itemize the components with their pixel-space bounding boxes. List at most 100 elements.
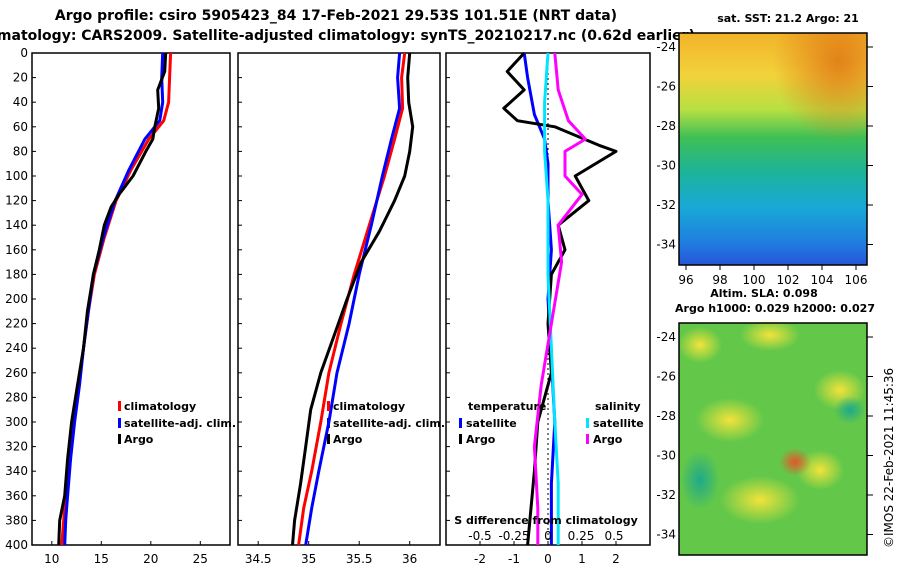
x-tick-label: -1: [508, 552, 520, 566]
sst-map-frame: [678, 32, 868, 266]
series-line-satellite-adj-clim-: [304, 52, 402, 546]
lat-tick-label: -24: [656, 330, 676, 344]
lat-tick-label: -34: [656, 238, 676, 252]
temperature-legend: climatology satellite-adj. clim. Argo: [118, 400, 236, 446]
s-tick: 0: [544, 529, 552, 543]
sla-blob: [678, 327, 722, 363]
x-tick-label: 1: [578, 552, 586, 566]
legend-climatology-swatch: [118, 401, 121, 411]
x-tick-label: 35.5: [346, 552, 373, 566]
legend-t-argo: Argo: [466, 433, 496, 446]
lon-tick-label: 106: [845, 273, 868, 287]
depth-tick-label: 120: [5, 194, 28, 208]
sla-map-subtitle: Argo h1000: 0.029 h2000: 0.027: [675, 302, 875, 315]
legend-s-satellite: satellite: [593, 417, 644, 430]
legend-t-argo-swatch: [459, 434, 462, 444]
x-tick-label: 10: [44, 552, 59, 566]
depth-tick-label: 320: [5, 440, 28, 454]
legend-s-argo: Argo: [593, 433, 623, 446]
series-line-s-argo: [532, 52, 587, 545]
legend-satellite-swatch: [118, 418, 121, 428]
s-difference-ticks: -0.5 -0.25 0 0.25 0.5: [468, 529, 623, 543]
map-lon-ticks: 96 98 100 102 104 106: [678, 265, 867, 287]
x-tick-label: 2: [612, 552, 620, 566]
sst-warm-patch: [679, 33, 867, 265]
credit-text: ©IMOS 22-Feb-2021 11:45:36: [882, 368, 896, 548]
series-line-argo: [57, 52, 168, 546]
legend-satellite-swatch: [327, 418, 330, 428]
lat-tick-label: -30: [656, 159, 676, 173]
depth-tick-label: 40: [13, 95, 28, 109]
temperature-panel: [31, 52, 231, 546]
series-line-satellite-adj-clim-: [63, 52, 165, 546]
depth-tick-label: 380: [5, 513, 28, 527]
lat-tick-label: -24: [656, 40, 676, 54]
series-line-s-satellite: [543, 52, 560, 545]
lon-tick-label: 100: [743, 273, 766, 287]
sla-blob: [680, 450, 720, 510]
legend-argo: Argo: [124, 433, 154, 446]
sla-blob: [720, 476, 800, 524]
series-line-argo: [291, 52, 415, 546]
legend-argo-swatch: [327, 434, 330, 444]
depth-tick-label: 160: [5, 243, 28, 257]
sla-blob: [779, 448, 811, 476]
depth-tick-label: 260: [5, 366, 28, 380]
s-difference-label: S difference from climatology: [454, 514, 638, 527]
lon-tick-label: 102: [777, 273, 800, 287]
depth-tick-label: 100: [5, 169, 28, 183]
sla-blob: [834, 396, 866, 424]
lon-tick-label: 104: [811, 273, 834, 287]
legend-climatology: climatology: [124, 400, 196, 413]
sla-map-title: Altim. SLA: 0.098: [710, 287, 817, 300]
lat-tick-label: -26: [656, 370, 676, 384]
x-tick-label: 15: [94, 552, 109, 566]
series-line-climatology: [297, 52, 407, 546]
lon-tick-label: 96: [678, 273, 693, 287]
legend-satellite: satellite-adj. clim.: [333, 417, 445, 430]
legend-satellite: satellite-adj. clim.: [124, 417, 236, 430]
salinity-chart: 34.5 35 35.5 36: [245, 52, 417, 566]
s-tick: 0.25: [568, 529, 595, 543]
legend-salinity-header: salinity: [595, 400, 641, 413]
depth-tick-label: 0: [20, 46, 28, 60]
sla-blob: [740, 319, 800, 351]
x-tick-label: 36: [402, 552, 417, 566]
depth-tick-label: 300: [5, 415, 28, 429]
x-tick-label: 0: [544, 552, 552, 566]
depth-tick-label: 200: [5, 292, 28, 306]
legend-t-satellite-swatch: [459, 418, 462, 428]
depth-tick-label: 80: [13, 144, 28, 158]
depth-tick-label: 240: [5, 341, 28, 355]
map-lat-ticks: -24 -26 -28 -30 -32 -34 -24 -26 -28 -30 -32 -34: [656, 40, 873, 542]
sst-map: [678, 32, 868, 266]
legend-climatology-swatch: [327, 401, 330, 411]
depth-axis: 0 20 40 60 80 100 120 140 160 180 200 220 240 260 280 3…: [5, 46, 450, 552]
depth-tick-label: 340: [5, 464, 28, 478]
x-tick-label: 34.5: [245, 552, 272, 566]
s-tick: -0.25: [498, 529, 529, 543]
x-tick-label: 35: [301, 552, 316, 566]
salinity-panel: [237, 52, 441, 546]
difference-chart: -2 -1 0 1 2: [474, 51, 620, 566]
depth-tick-label: 140: [5, 218, 28, 232]
sst-map-title: sat. SST: 21.2 Argo: 21: [717, 12, 859, 25]
lat-tick-label: -28: [656, 409, 676, 423]
legend-t-satellite: satellite: [466, 417, 517, 430]
lat-tick-label: -30: [656, 449, 676, 463]
series-line-t-argo: [502, 51, 618, 546]
difference-legend: temperature satellite Argo salinity sate…: [459, 400, 644, 446]
title-line-2: Climatology: CARS2009. Satellite-adjuste…: [0, 28, 695, 44]
salinity-legend: climatology satellite-adj. clim. Argo: [327, 400, 445, 446]
lat-tick-label: -28: [656, 119, 676, 133]
lat-tick-label: -34: [656, 528, 676, 542]
temperature-chart: 10 15 20 25: [44, 52, 208, 566]
legend-s-argo-swatch: [586, 434, 589, 444]
legend-s-satellite-swatch: [586, 418, 589, 428]
lon-tick-label: 98: [712, 273, 727, 287]
sla-map: [678, 319, 868, 556]
title-line-1: Argo profile: csiro 5905423_84 17-Feb-20…: [55, 8, 617, 24]
lat-tick-label: -26: [656, 80, 676, 94]
lat-tick-label: -32: [656, 488, 676, 502]
depth-tick-label: 180: [5, 267, 28, 281]
